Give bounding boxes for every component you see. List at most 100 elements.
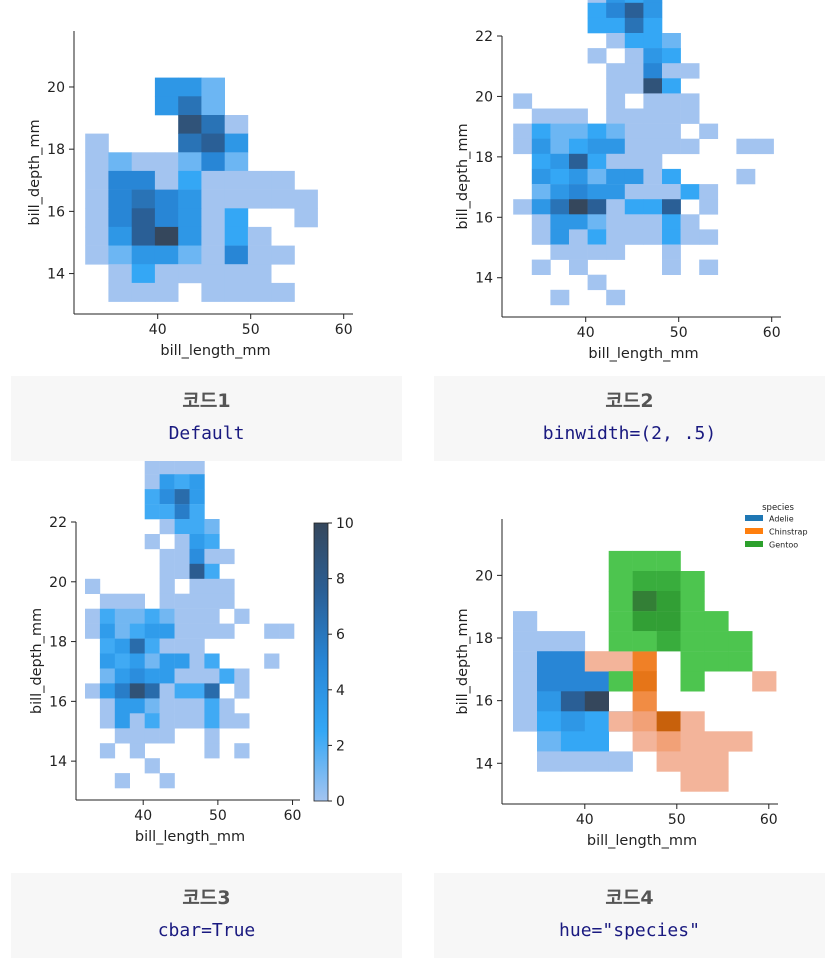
y-tick-label: 20 [475, 568, 493, 584]
heatmap-gentoo-bin [608, 671, 633, 692]
heatmap-bin [699, 259, 719, 275]
heatmap-bin [204, 519, 220, 535]
heatmap-bin [189, 519, 205, 535]
x-axis-label: bill_length_mm [160, 343, 270, 359]
heatmap-bin [531, 214, 551, 230]
heatmap-bin [85, 226, 109, 246]
heatmap-bin [129, 608, 145, 624]
heatmap-bin [154, 96, 179, 116]
heatmap-adelie-bin [537, 711, 562, 732]
heatmap-bin [264, 623, 280, 639]
y-tick-label: 16 [47, 204, 65, 220]
heatmap-bin [624, 2, 644, 19]
heatmap-bin [174, 489, 190, 505]
heatmap-bin [587, 199, 607, 215]
heatmap-bin [247, 282, 272, 302]
heatmap-bin [531, 199, 551, 215]
heatmap-chinstrap-bin [752, 671, 777, 692]
heatmap-bin [643, 17, 663, 34]
heatmap-bin [99, 668, 116, 684]
heatmap-bin [99, 713, 116, 729]
heatmap-bin [204, 743, 220, 759]
y-tick-label: 18 [475, 631, 493, 647]
heatmap-chinstrap-bin [656, 751, 681, 772]
heatmap-chinstrap-bin [656, 731, 681, 752]
heatmap-bin [144, 623, 160, 639]
heatmap-bin [513, 199, 533, 215]
heatmap-chinstrap-bin [704, 731, 729, 752]
heatmap-bin [159, 683, 175, 699]
legend-title: species [762, 503, 794, 513]
x-tick-label: 50 [242, 322, 260, 338]
heatmap-bin [531, 184, 551, 200]
heatmap-bin [159, 698, 175, 714]
y-tick-label: 22 [475, 29, 493, 45]
heatmap-bin [174, 683, 190, 699]
heatmap-chinstrap-bin [704, 771, 729, 792]
heatmap-bin [129, 668, 145, 684]
y-tick-label: 14 [47, 267, 65, 283]
heatmap-chinstrap-bin [680, 711, 705, 732]
heatmap-bin [114, 623, 130, 639]
heatmap-bin [587, 214, 607, 230]
caption-box-3: 코드3 cbar=True [11, 873, 402, 958]
heatmap-bin [550, 153, 570, 170]
heatmap-bin [159, 713, 175, 729]
heatmap-adelie-bin [513, 611, 538, 632]
heatmap-chinstrap-bin [632, 711, 657, 732]
heatmap-bin [624, 48, 644, 64]
heatmap-bin [643, 78, 663, 94]
heatmap-adelie-bin [537, 731, 562, 752]
heatmap-bin [662, 214, 681, 230]
heatmap-bin [587, 274, 607, 291]
panel-2: 40 50 60 14 16 18 20 22 bill_length_mm bill_depth… [455, 0, 781, 362]
heatmap-adelie-bin [537, 671, 562, 692]
heatmap-bin [224, 264, 249, 284]
heatmap-bin [189, 653, 205, 669]
colorbar-tick-label: 8 [336, 572, 345, 588]
heatmap-bin [129, 743, 145, 759]
x-tick-label: 50 [668, 812, 686, 828]
heatmap-bin [204, 653, 220, 669]
heatmap-bin [587, 123, 607, 139]
heatmap-bin [159, 548, 175, 565]
heatmap-bin [587, 0, 607, 4]
y-axis-label: bill_depth_mm [455, 608, 471, 714]
heatmap-bin [219, 713, 235, 729]
heatmap-bin [224, 133, 249, 153]
heatmap-bin [643, 229, 663, 245]
heatmap-bin [204, 548, 220, 565]
heatmap-bin [131, 208, 156, 228]
heatmap-bin [587, 2, 607, 19]
heatmap-bin [174, 668, 190, 684]
heatmap-bin [174, 548, 190, 565]
heatmap-bin [85, 170, 109, 190]
heatmap-bin [201, 96, 225, 116]
heatmap-bin [178, 245, 202, 265]
heatmap-bin [189, 593, 205, 609]
heatmap-bin [531, 259, 551, 275]
legend-entry-chinstrap: Chinstrap [769, 528, 808, 537]
heatmap-bin [85, 683, 101, 699]
heatmap-bin [154, 282, 179, 302]
heatmap-bin [189, 713, 205, 729]
heatmap-gentoo-bin [656, 550, 681, 572]
heatmap-bin [643, 138, 663, 155]
heatmap-gentoo-bin [704, 631, 729, 652]
y-tick-label: 20 [475, 89, 493, 105]
heatmap-bin [174, 653, 190, 669]
heatmap-bin [587, 244, 607, 260]
heatmap-bin [131, 189, 156, 209]
heatmap-bin [178, 96, 202, 116]
heatmap-bin [624, 123, 644, 139]
caption-title-4: 코드4 [605, 887, 654, 909]
heatmap-gentoo-bin [608, 611, 633, 632]
heatmap-bin [587, 153, 607, 170]
heatmap-bin [662, 48, 681, 64]
heatmap-bin [531, 123, 551, 139]
heatmap-gentoo-bin [608, 571, 633, 592]
heatmap-bin [606, 168, 626, 185]
heatmap-bin [144, 728, 160, 744]
heatmap-bin [144, 683, 160, 699]
heatmap-bin [224, 152, 249, 172]
